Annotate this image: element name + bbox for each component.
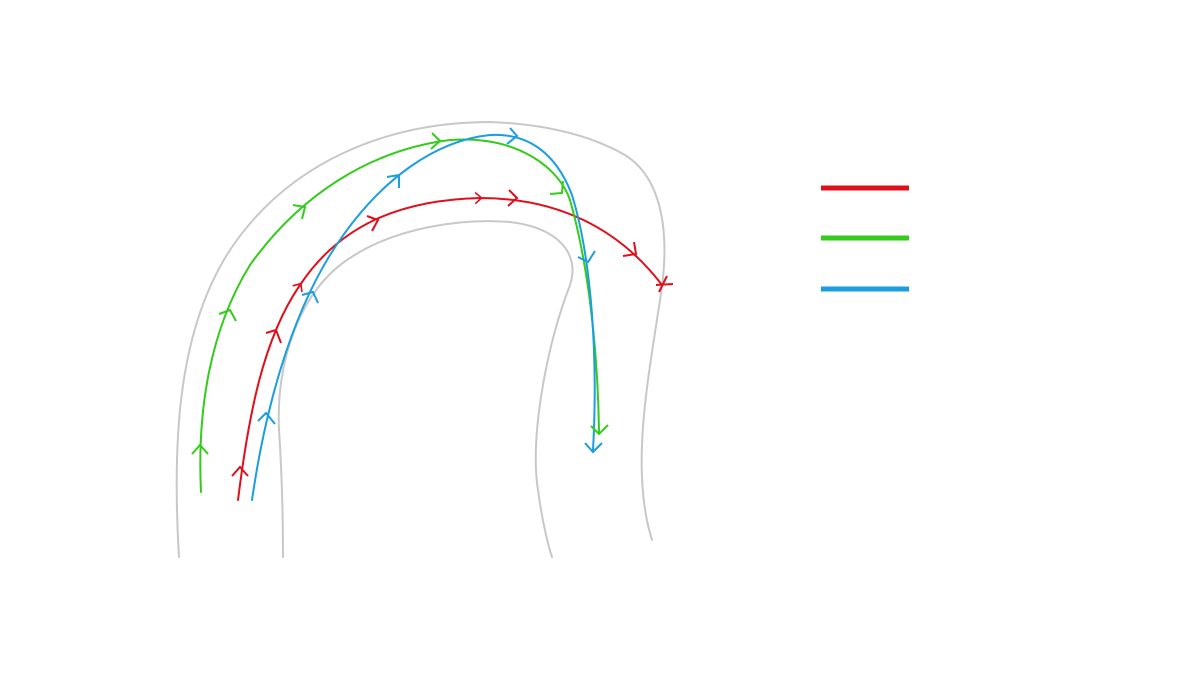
red-direction-arrows — [231, 189, 674, 477]
cross-icon — [655, 275, 674, 293]
arrowhead-icon — [584, 442, 603, 454]
green-direction-arrows — [191, 132, 609, 455]
blue-arrow-icon — [577, 250, 596, 264]
trajectories — [199, 133, 663, 501]
green-arrow-icon — [549, 180, 564, 195]
red-trajectory — [237, 191, 663, 501]
green-trajectory — [199, 138, 600, 493]
red-arrow-icon — [231, 465, 249, 477]
green-arrow-icon — [218, 308, 237, 322]
road-boundaries — [175, 121, 666, 558]
arrowhead-icon — [590, 424, 609, 436]
blue-arrow-icon — [506, 127, 519, 145]
blue-trajectory — [251, 133, 596, 501]
blue-arrow-icon — [386, 173, 400, 188]
red-arrow-icon — [622, 241, 638, 257]
red-arrow-icon — [366, 215, 380, 232]
blue-direction-arrows — [257, 127, 603, 454]
green-arrow-icon — [191, 443, 209, 455]
blue-arrow-icon — [301, 290, 319, 304]
road-outer-edge — [175, 121, 666, 558]
legend — [821, 185, 909, 292]
green-arrow-icon — [430, 132, 442, 150]
road-inner-edge — [277, 220, 574, 558]
blue-arrow-icon — [257, 411, 276, 425]
red-arrow-icon — [265, 328, 282, 344]
green-arrow-icon — [292, 204, 307, 220]
red-arrow-icon — [507, 189, 519, 207]
